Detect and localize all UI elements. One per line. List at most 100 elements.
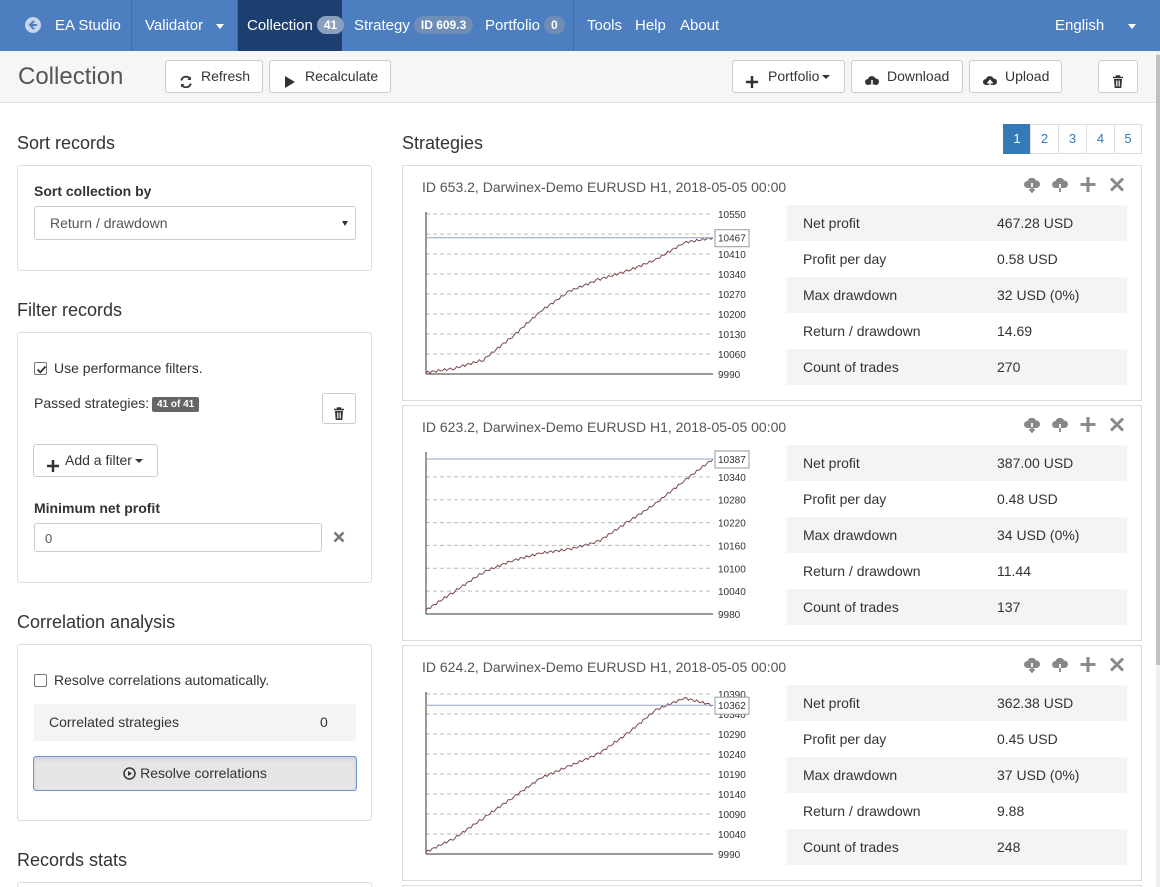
- upload-label: Upload: [1005, 68, 1050, 84]
- add-to-portfolio-icon[interactable]: [1080, 416, 1096, 436]
- balance-line: [425, 237, 714, 374]
- page-5[interactable]: 5: [1114, 124, 1142, 154]
- refresh-label: Refresh: [201, 68, 251, 84]
- cloud-upload-icon[interactable]: [1051, 176, 1069, 196]
- language-selector[interactable]: English: [1055, 17, 1105, 34]
- stat-value: 362.38 USD: [997, 695, 1074, 711]
- y-tick-label: 10090: [718, 810, 746, 821]
- passed-strategies-label: Passed strategies:: [34, 395, 150, 411]
- use-filters-checkbox[interactable]: [34, 362, 47, 375]
- language-dropdown-icon[interactable]: [1128, 0, 1136, 51]
- y-tick-label: 10240: [718, 750, 746, 761]
- nav-strategy[interactable]: Strategy ID 609.3: [354, 0, 474, 51]
- scrollbar-thumb[interactable]: [1156, 55, 1160, 665]
- final-value-box: [714, 450, 750, 469]
- stat-label: Return / drawdown: [803, 323, 921, 339]
- nav-collection-label: Collection: [247, 17, 313, 34]
- remove-strategy-icon[interactable]: [1109, 416, 1125, 436]
- final-value-label: 10467: [718, 234, 746, 245]
- stat-row-max-drawdown: Max drawdown 37 USD (0%): [787, 757, 1127, 793]
- select-arrow-icon: [342, 221, 348, 226]
- top-navbar: EA Studio Validator Collection 41 Strateg…: [0, 0, 1160, 51]
- nav-portfolio-label: Portfolio: [485, 17, 541, 34]
- min-net-profit-input[interactable]: 0: [34, 523, 322, 552]
- y-tick-label: 10410: [718, 250, 746, 261]
- recalculate-button[interactable]: Recalculate: [269, 60, 391, 93]
- download-button[interactable]: Download: [851, 60, 963, 93]
- nav-tools[interactable]: Tools: [587, 17, 623, 34]
- cloud-download-icon[interactable]: [1023, 656, 1041, 676]
- trash-icon: [333, 401, 345, 432]
- clear-filters-button[interactable]: [322, 393, 356, 424]
- use-filters-label: Use performance filters.: [54, 360, 203, 376]
- stat-row-profit-per-day: Profit per day 0.58 USD: [787, 241, 1127, 277]
- final-value-label: 10362: [718, 701, 746, 712]
- page-1[interactable]: 1: [1003, 124, 1031, 154]
- strategy-card-title: ID 623.2, Darwinex-Demo EURUSD H1, 2018-…: [422, 419, 787, 435]
- page-4[interactable]: 4: [1086, 124, 1115, 154]
- upload-button[interactable]: Upload: [969, 60, 1062, 93]
- strategy-card[interactable]: ID 624.2, Darwinex-Demo EURUSD H1, 2018-…: [402, 645, 1142, 881]
- stat-row-count-of-trades: Count of trades 248: [787, 829, 1127, 865]
- stat-row-profit-per-day: Profit per day 0.48 USD: [787, 481, 1127, 517]
- resolve-correlations-button[interactable]: Resolve correlations: [33, 756, 357, 791]
- y-tick-label: 10040: [718, 830, 746, 841]
- nav-collection[interactable]: Collection 41: [238, 0, 345, 51]
- add-to-portfolio-icon[interactable]: [1080, 656, 1096, 676]
- strategy-card[interactable]: ID 653.2, Darwinex-Demo EURUSD H1, 2018-…: [402, 165, 1142, 401]
- auto-resolve-checkbox[interactable]: [34, 674, 47, 687]
- back-arrow-icon[interactable]: [25, 17, 41, 33]
- y-tick-label: 10200: [718, 310, 746, 321]
- y-tick-label: 10340: [718, 473, 746, 484]
- remove-filter-icon[interactable]: [333, 530, 345, 546]
- cloud-upload-icon[interactable]: [1051, 416, 1069, 436]
- remove-strategy-icon[interactable]: [1109, 656, 1125, 676]
- strategy-id-badge: ID 609.3: [413, 16, 474, 34]
- stat-label: Return / drawdown: [803, 563, 921, 579]
- nav-portfolio[interactable]: Portfolio 0: [485, 0, 565, 51]
- play-icon: [284, 69, 296, 100]
- nav-ea-studio[interactable]: EA Studio: [55, 17, 121, 34]
- y-tick-label: 10340: [718, 270, 746, 281]
- stat-row-net-profit: Net profit 467.28 USD: [787, 205, 1127, 241]
- delete-collection-button[interactable]: [1098, 60, 1138, 93]
- stat-value: 0.58 USD: [997, 251, 1058, 267]
- correlated-strategies-row: Correlated strategies 0: [34, 704, 356, 741]
- nav-about[interactable]: About: [680, 17, 720, 34]
- nav-help[interactable]: Help: [635, 17, 666, 34]
- page-2[interactable]: 2: [1030, 124, 1059, 154]
- sort-select[interactable]: Return / drawdown: [34, 206, 356, 240]
- validator-dropdown-icon[interactable]: [216, 0, 224, 51]
- refresh-button[interactable]: Refresh: [165, 60, 263, 93]
- strategy-card-title: ID 653.2, Darwinex-Demo EURUSD H1, 2018-…: [422, 179, 787, 195]
- y-tick-label: 10220: [718, 519, 746, 530]
- y-tick-label: 10550: [718, 210, 746, 221]
- stat-row-max-drawdown: Max drawdown 32 USD (0%): [787, 277, 1127, 313]
- add-filter-button[interactable]: Add a filter: [33, 444, 158, 477]
- download-label: Download: [887, 68, 950, 84]
- y-tick-label: 10290: [718, 730, 746, 741]
- sort-records-title: Sort records: [17, 133, 116, 153]
- sort-panel: Sort collection by Return / drawdown: [17, 165, 372, 271]
- nav-validator[interactable]: Validator: [145, 17, 204, 34]
- portfolio-menu-button[interactable]: Portfolio: [732, 60, 845, 93]
- y-tick-label: 10270: [718, 290, 746, 301]
- cloud-download-icon[interactable]: [1023, 176, 1041, 196]
- cloud-download-icon: [864, 69, 880, 100]
- stat-row-max-drawdown: Max drawdown 34 USD (0%): [787, 517, 1127, 553]
- add-to-portfolio-icon[interactable]: [1080, 176, 1096, 196]
- remove-strategy-icon[interactable]: [1109, 176, 1125, 196]
- y-tick-label: 10140: [718, 790, 746, 801]
- y-tick-label: 10390: [718, 690, 746, 701]
- cloud-upload-icon[interactable]: [1051, 656, 1069, 676]
- page-3[interactable]: 3: [1058, 124, 1087, 154]
- stat-value: 137: [997, 599, 1021, 615]
- balance-line: [425, 697, 714, 853]
- filter-records-title: Filter records: [17, 300, 123, 320]
- balance-line: [425, 458, 714, 611]
- records-stats-title: Records stats: [17, 850, 128, 870]
- y-tick-label: 10060: [718, 350, 746, 361]
- strategy-card[interactable]: ID 623.2, Darwinex-Demo EURUSD H1, 2018-…: [402, 405, 1142, 641]
- cloud-download-icon[interactable]: [1023, 416, 1041, 436]
- stat-row-count-of-trades: Count of trades 137: [787, 589, 1127, 625]
